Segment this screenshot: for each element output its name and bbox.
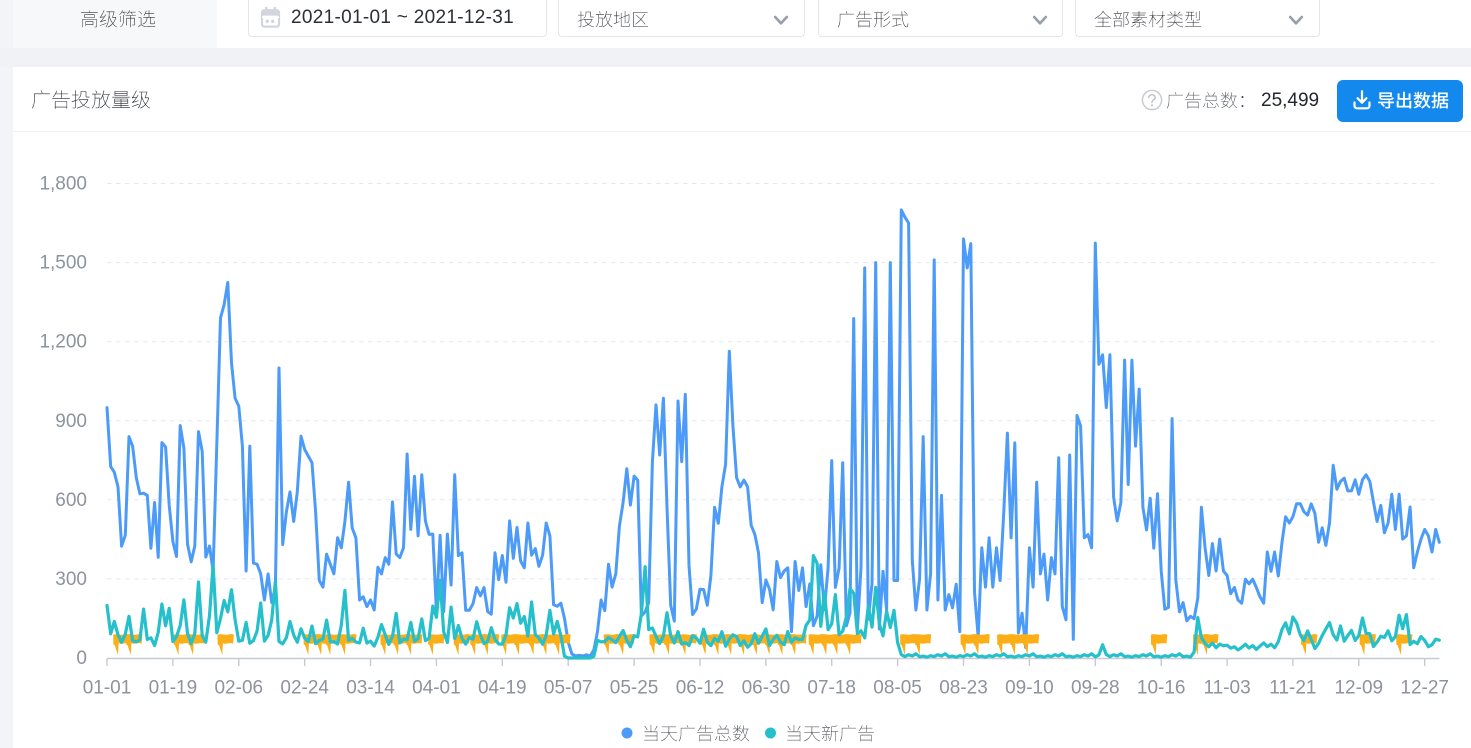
- svg-text:05-07: 05-07: [544, 678, 593, 699]
- svg-text:09-10: 09-10: [1005, 678, 1054, 699]
- svg-text:08-23: 08-23: [939, 678, 988, 699]
- svg-text:05-25: 05-25: [610, 678, 659, 699]
- svg-text:1,500: 1,500: [39, 253, 87, 274]
- svg-text:11-21: 11-21: [1269, 678, 1316, 699]
- svg-text:06-30: 06-30: [742, 678, 791, 699]
- svg-text:09-28: 09-28: [1071, 678, 1120, 699]
- svg-text:1,200: 1,200: [39, 332, 87, 353]
- svg-text:300: 300: [55, 569, 87, 590]
- svg-text:02-24: 02-24: [280, 678, 329, 699]
- svg-text:1,800: 1,800: [39, 174, 87, 195]
- svg-text:12-27: 12-27: [1400, 678, 1449, 699]
- svg-text:600: 600: [55, 490, 87, 511]
- svg-text:0: 0: [76, 648, 87, 669]
- svg-text:10-16: 10-16: [1137, 678, 1186, 699]
- svg-text:04-01: 04-01: [412, 678, 461, 699]
- svg-text:03-14: 03-14: [346, 678, 395, 699]
- svg-text:900: 900: [55, 411, 87, 432]
- svg-text:01-01: 01-01: [83, 678, 132, 699]
- svg-text:06-12: 06-12: [676, 678, 725, 699]
- svg-text:08-05: 08-05: [873, 678, 922, 699]
- svg-text:04-19: 04-19: [478, 678, 527, 699]
- svg-text:12-09: 12-09: [1334, 678, 1383, 699]
- svg-text:01-19: 01-19: [149, 678, 198, 699]
- svg-text:11-03: 11-03: [1204, 678, 1251, 699]
- svg-text:02-06: 02-06: [214, 678, 263, 699]
- svg-text:07-18: 07-18: [807, 678, 856, 699]
